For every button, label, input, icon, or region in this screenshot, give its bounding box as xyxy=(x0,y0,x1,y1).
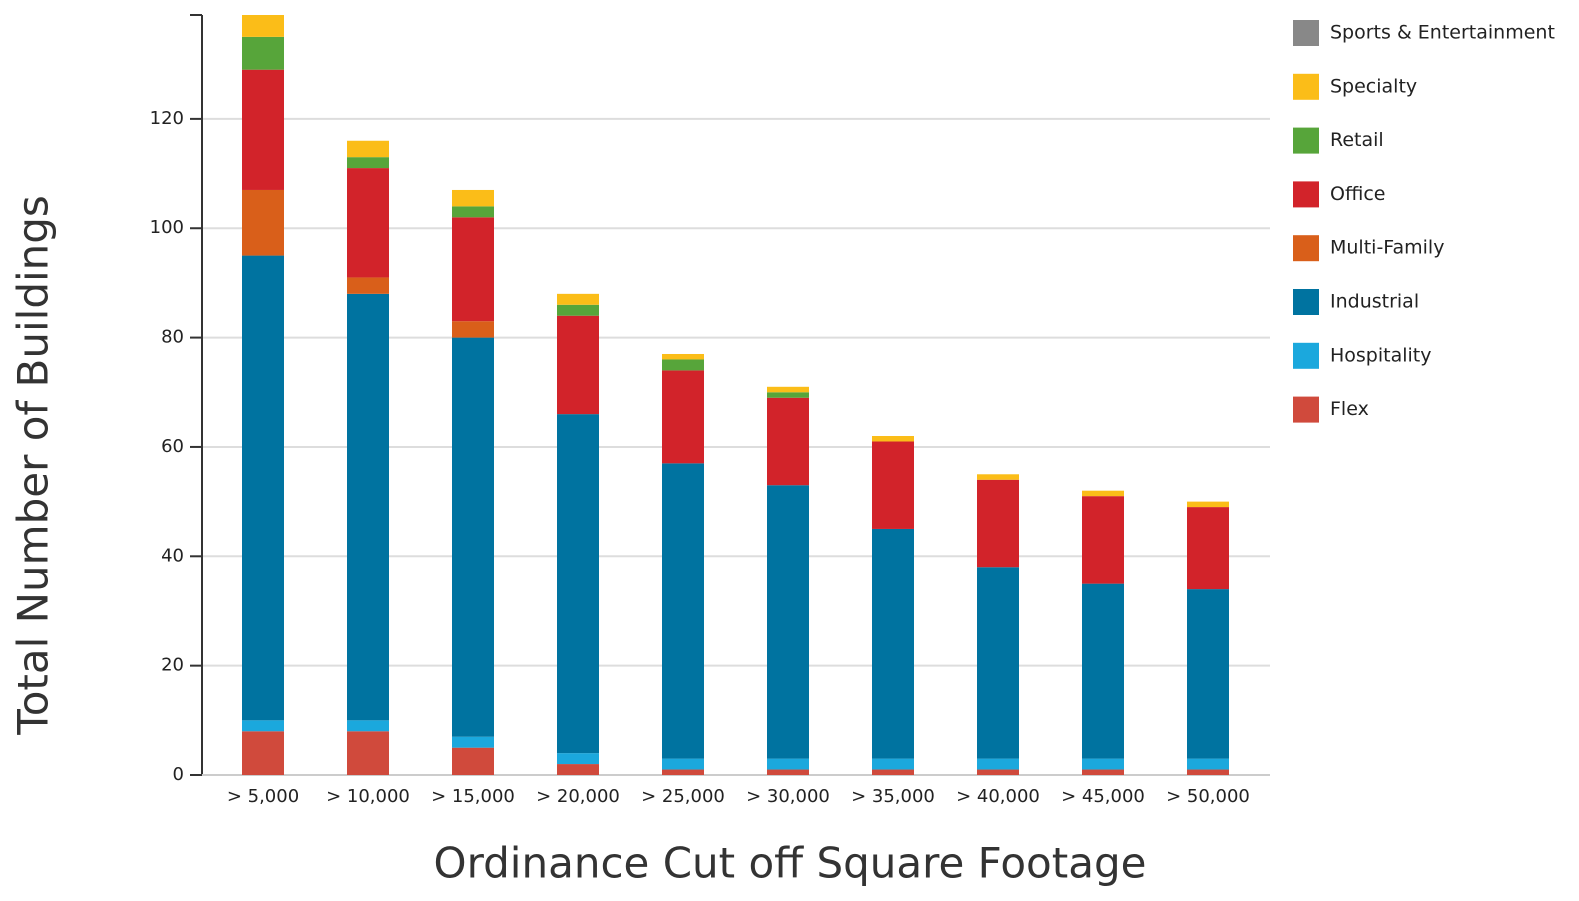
legend-swatch xyxy=(1293,289,1319,315)
x-axis-title: Ordinance Cut off Square Footage xyxy=(434,839,1147,888)
legend-swatch xyxy=(1293,127,1319,154)
bar-segment xyxy=(872,528,914,759)
x-tick-label: > 35,000 xyxy=(851,786,935,807)
bar-segment xyxy=(347,731,389,775)
legend-label: Industrial xyxy=(1330,291,1419,313)
bar-segment xyxy=(347,157,389,169)
bar-segment xyxy=(662,769,704,775)
bar-segment xyxy=(557,414,599,754)
bar-segment xyxy=(347,140,389,158)
x-tick-label: > 15,000 xyxy=(431,786,515,807)
legend-swatch xyxy=(1293,181,1319,208)
y-tick-label: 80 xyxy=(161,327,184,348)
bar-segment xyxy=(557,753,599,765)
bar-segment xyxy=(242,36,284,70)
bar-segment xyxy=(1187,589,1229,759)
legend-label: Sports & Entertainment xyxy=(1330,22,1555,44)
bar-segment xyxy=(767,386,809,393)
bar-segment xyxy=(662,353,704,360)
bar-segment xyxy=(1187,501,1229,508)
legend-label: Retail xyxy=(1330,129,1384,151)
bar-segment xyxy=(242,731,284,775)
legend-label: Office xyxy=(1330,183,1385,205)
bar-segment xyxy=(452,736,494,748)
bar-segment xyxy=(452,189,494,207)
bar-segment xyxy=(1187,507,1229,590)
bar-segment xyxy=(1082,769,1124,775)
x-tick-label: > 40,000 xyxy=(956,786,1040,807)
bar-segment xyxy=(1082,490,1124,497)
legend-swatch xyxy=(1293,396,1319,423)
bar-segment xyxy=(452,321,494,338)
bar-segment xyxy=(452,206,494,218)
x-tick-label: > 5,000 xyxy=(227,786,299,807)
bar-segment xyxy=(872,436,914,442)
bar-segment xyxy=(557,315,599,415)
bar-segment xyxy=(242,720,284,732)
bar-segment xyxy=(767,392,809,398)
bar-segment xyxy=(242,189,284,256)
bar-segment xyxy=(767,769,809,775)
y-tick-label: 0 xyxy=(173,764,184,785)
y-axis-title: Total Number of Buildings xyxy=(9,195,58,736)
bar-segment xyxy=(242,15,284,37)
bar-segment xyxy=(452,747,494,775)
bar-segment xyxy=(557,764,599,775)
bar-segment xyxy=(242,255,284,721)
bar-segment xyxy=(347,277,389,294)
x-tick-label: > 25,000 xyxy=(641,786,725,807)
bar-segment xyxy=(452,217,494,322)
bar-segment xyxy=(977,474,1019,480)
legend-label: Hospitality xyxy=(1330,344,1432,366)
bar-segment xyxy=(557,304,599,316)
bar-segment xyxy=(452,337,494,737)
bar-segment xyxy=(662,758,704,770)
bar-segment xyxy=(977,567,1019,759)
legend-label: Multi-Family xyxy=(1330,237,1444,259)
bar-segment xyxy=(1082,758,1124,770)
legend-label: Flex xyxy=(1330,398,1369,420)
bar-segment xyxy=(662,359,704,371)
legend-swatch xyxy=(1293,20,1319,46)
bar-segment xyxy=(767,758,809,770)
bar-segment xyxy=(767,485,809,759)
bar-segment xyxy=(977,769,1019,775)
bar-segment xyxy=(767,397,809,486)
legend-swatch xyxy=(1293,73,1319,100)
y-tick-label: 20 xyxy=(161,655,184,676)
y-tick-label: 100 xyxy=(150,217,184,238)
x-tick-label: > 50,000 xyxy=(1166,786,1250,807)
legend-label: Specialty xyxy=(1330,75,1417,97)
bar-segment xyxy=(1187,758,1229,770)
x-tick-label: > 30,000 xyxy=(746,786,830,807)
x-tick-label: > 45,000 xyxy=(1061,786,1145,807)
bar-segment xyxy=(977,758,1019,770)
bar-segment xyxy=(1187,769,1229,775)
legend-swatch xyxy=(1293,342,1319,369)
bar-segment xyxy=(347,168,389,278)
legend-swatch xyxy=(1293,235,1319,262)
y-tick-label: 60 xyxy=(161,436,184,457)
bar-segment xyxy=(872,758,914,770)
x-tick-label: > 10,000 xyxy=(326,786,410,807)
bar-segment xyxy=(1082,583,1124,759)
bar-segment xyxy=(557,293,599,305)
bar-segment xyxy=(662,463,704,759)
bar-segment xyxy=(872,769,914,775)
bar-segment xyxy=(977,479,1019,568)
bar-segment xyxy=(242,69,284,190)
y-tick-label: 40 xyxy=(161,545,184,566)
bar-segment xyxy=(347,720,389,732)
bar-segment xyxy=(872,441,914,529)
bar-segment xyxy=(662,370,704,464)
bar-segment xyxy=(347,293,389,721)
x-tick-label: > 20,000 xyxy=(536,786,620,807)
y-tick-label: 120 xyxy=(150,108,184,129)
bar-segment xyxy=(1082,496,1124,584)
